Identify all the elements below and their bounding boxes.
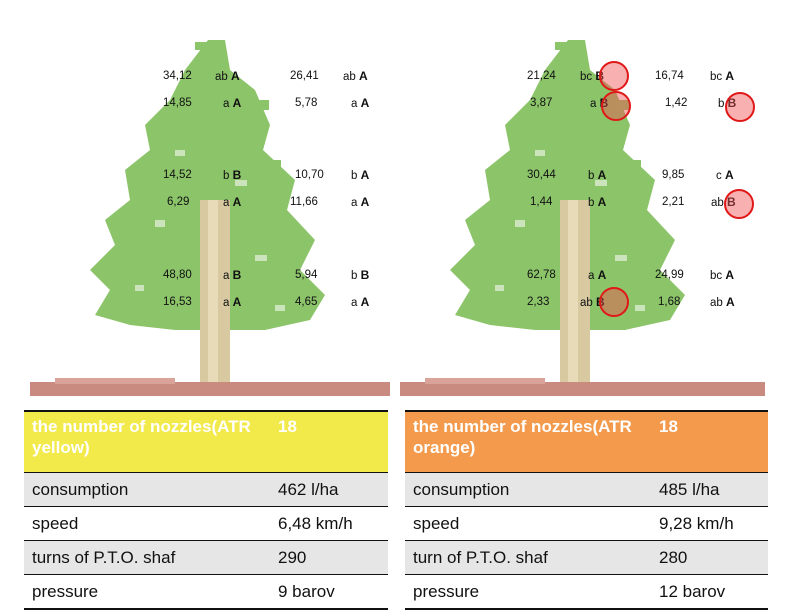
row-label: speed: [405, 506, 651, 541]
left-r3-letters1: b B: [223, 168, 242, 182]
left-r4-value1: 6,29: [167, 196, 190, 208]
right-tree-illustration: [400, 40, 765, 396]
left-r6-value1: 16,53: [163, 296, 192, 308]
highlight-marker: [599, 287, 629, 317]
highlight-marker: [724, 189, 754, 219]
highlight-marker: [725, 92, 755, 122]
nozzle-spec-table-orange: the number of nozzles(ATR orange) 18 con…: [405, 410, 768, 610]
row-label: turns of P.T.O. shaf: [24, 540, 270, 575]
table-header-row: the number of nozzles(ATR yellow) 18: [24, 410, 388, 473]
row-label: pressure: [24, 574, 270, 610]
table-row: consumption 462 l/ha: [24, 472, 388, 507]
right-r3-value2: 9,85: [662, 169, 685, 181]
left-r2-value1: 14,85: [163, 97, 192, 109]
row-value: 9,28 km/h: [651, 506, 768, 541]
row-value: 280: [651, 540, 768, 575]
highlight-marker: [601, 91, 631, 121]
right-r5-letters1: a A: [588, 268, 607, 282]
right-r4-letters1: b A: [588, 195, 607, 209]
left-r3-letters2: b A: [351, 168, 370, 182]
row-value: 12 barov: [651, 574, 768, 610]
header-value: 18: [270, 410, 388, 473]
left-r4-value2: 11,66: [290, 196, 318, 208]
left-r5-value1: 48,80: [163, 269, 192, 281]
row-label: speed: [24, 506, 270, 541]
left-r5-value2: 5,94: [295, 269, 318, 281]
row-value: 462 l/ha: [270, 472, 388, 507]
left-r1-letters2: ab A: [343, 69, 368, 83]
left-r4-letters2: a A: [351, 195, 370, 209]
right-r2-value2: 1,42: [665, 97, 688, 109]
left-r1-letters1: ab A: [215, 69, 240, 83]
right-r3-letters2: c A: [716, 168, 734, 182]
header-label: the number of nozzles(ATR orange): [405, 410, 651, 473]
left-r2-letters1: a A: [223, 96, 242, 110]
right-r5-letters2: bc A: [710, 268, 735, 282]
left-r2-value2: 5,78: [295, 97, 318, 109]
table-row: pressure 9 barov: [24, 574, 388, 610]
right-r3-letters1: b A: [588, 168, 607, 182]
right-r6-value1: 2,33: [527, 296, 550, 308]
nozzle-spec-table-yellow: the number of nozzles(ATR yellow) 18 con…: [24, 410, 388, 610]
table-row: pressure 12 barov: [405, 574, 768, 610]
header-value: 18: [651, 410, 768, 473]
table-row: consumption 485 l/ha: [405, 472, 768, 507]
right-r5-value1: 62,78: [527, 269, 556, 281]
right-r1-value1: 21,24: [527, 70, 556, 82]
table-row: speed 9,28 km/h: [405, 506, 768, 541]
right-r4-value1: 1,44: [530, 196, 553, 208]
row-value: 485 l/ha: [651, 472, 768, 507]
left-r3-value2: 10,70: [295, 169, 324, 181]
left-r2-letters2: a A: [351, 96, 370, 110]
highlight-marker: [599, 61, 629, 91]
row-value: 9 barov: [270, 574, 388, 610]
table-row: turn of P.T.O. shaf 280: [405, 540, 768, 575]
left-tree-illustration: [30, 40, 390, 396]
row-label: consumption: [24, 472, 270, 507]
left-r3-value1: 14,52: [163, 169, 192, 181]
right-r6-value2: 1,68: [658, 296, 681, 308]
right-tree-panel: 21,24 bc B 16,74 bc A 3,87 a B 1,42 b B …: [400, 30, 770, 410]
left-r6-value2: 4,65: [295, 296, 318, 308]
header-label: the number of nozzles(ATR yellow): [24, 410, 270, 473]
left-r4-letters1: a A: [223, 195, 242, 209]
table-row: turns of P.T.O. shaf 290: [24, 540, 388, 575]
left-r5-letters2: b B: [351, 268, 370, 282]
left-r1-value2: 26,41: [290, 70, 319, 82]
right-r1-value2: 16,74: [655, 70, 684, 82]
left-tree-panel: 34,12 ab A 26,41 ab A 14,85 a A 5,78 a A…: [25, 30, 395, 410]
right-r2-value1: 3,87: [530, 97, 553, 109]
table-header-row: the number of nozzles(ATR orange) 18: [405, 410, 768, 473]
row-value: 290: [270, 540, 388, 575]
right-r4-value2: 2,21: [662, 196, 685, 208]
left-r6-letters1: a A: [223, 295, 242, 309]
row-label: pressure: [405, 574, 651, 610]
row-label: turn of P.T.O. shaf: [405, 540, 651, 575]
right-r1-letters2: bc A: [710, 69, 735, 83]
right-r5-value2: 24,99: [655, 269, 684, 281]
table-row: speed 6,48 km/h: [24, 506, 388, 541]
left-r5-letters1: a B: [223, 268, 242, 282]
left-r1-value1: 34,12: [163, 70, 192, 82]
row-label: consumption: [405, 472, 651, 507]
left-r6-letters2: a A: [351, 295, 370, 309]
right-r6-letters2: ab A: [710, 295, 735, 309]
right-r3-value1: 30,44: [527, 169, 556, 181]
row-value: 6,48 km/h: [270, 506, 388, 541]
